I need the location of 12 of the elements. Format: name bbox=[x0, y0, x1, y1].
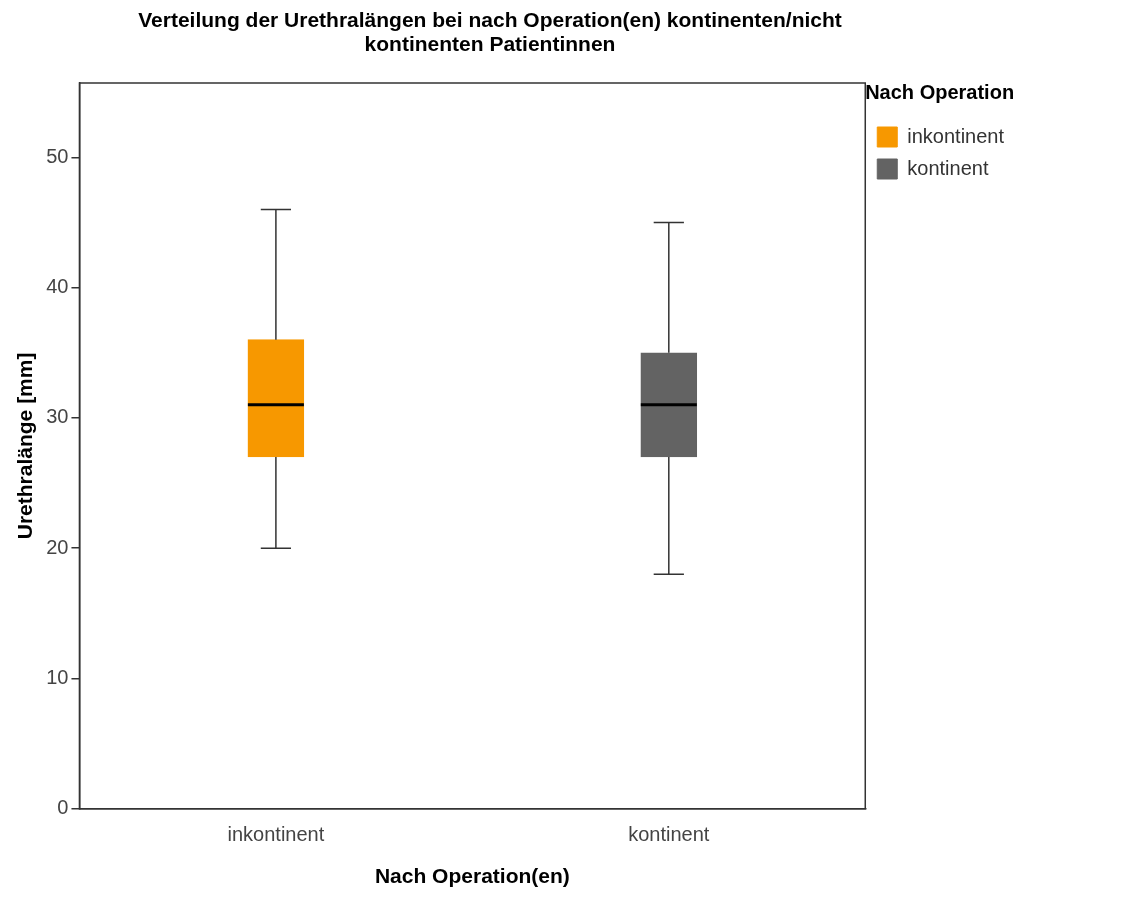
y-tick-label: 0 bbox=[57, 796, 69, 819]
x-axis-title: Nach Operation(en) bbox=[374, 864, 570, 888]
legend-title: Nach Operation bbox=[865, 80, 1015, 103]
chart-title: Verteilung der Urethralängen bei nach Operation(en) kontinenten/nicht kontinenten Patientinnen bbox=[137, 8, 843, 56]
y-axis-title: Urethralänge [mm] bbox=[13, 352, 37, 540]
y-tick-label: 50 bbox=[46, 144, 69, 167]
y-tick-label: 40 bbox=[46, 275, 69, 298]
legend-label: kontinent bbox=[907, 156, 989, 179]
y-tick-label: 10 bbox=[46, 666, 69, 689]
y-tick-label: 20 bbox=[46, 535, 69, 558]
legend-label: inkontinent bbox=[907, 124, 1005, 147]
y-tick-label: 30 bbox=[46, 405, 69, 428]
